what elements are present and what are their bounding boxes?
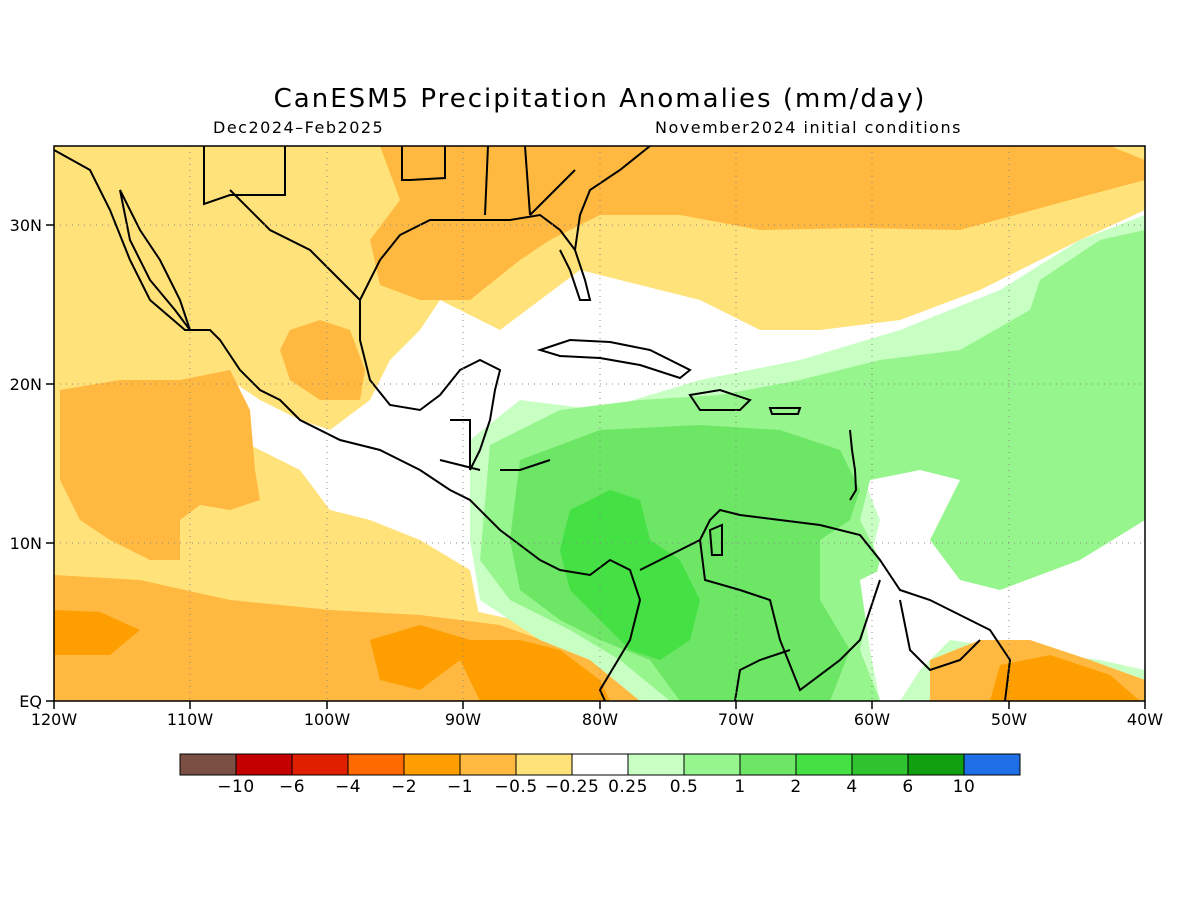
- dry-region-pacific: [60, 370, 260, 560]
- colorbar-swatch: [347, 753, 405, 776]
- colorbar-swatch: [739, 753, 797, 776]
- colorbar-swatch: [683, 753, 741, 776]
- colorbar-label: −1: [446, 777, 474, 797]
- colorbar-label: −0.5: [494, 777, 538, 797]
- colorbar-label: 0.25: [608, 777, 648, 797]
- colorbar-swatch: [627, 753, 685, 776]
- colorbar-swatch: [179, 753, 237, 776]
- colorbar-label: −10: [217, 777, 255, 797]
- lat-label: 10N: [9, 534, 42, 553]
- lon-label: 110W: [166, 710, 214, 729]
- forecast-period: Dec2024–Feb2025: [213, 118, 385, 137]
- colorbar-swatch: [515, 753, 573, 776]
- map-title: CanESM5 Precipitation Anomalies (mm/day): [273, 84, 927, 114]
- lat-label: 20N: [9, 375, 42, 394]
- colorbar-swatch: [403, 753, 461, 776]
- lon-label: 50W: [990, 710, 1028, 729]
- lon-label: 120W: [30, 710, 78, 729]
- colorbar-swatch: [963, 753, 1021, 776]
- lon-label: 70W: [717, 710, 755, 729]
- grid-lines: [54, 146, 1145, 701]
- colorbar-swatch: [795, 753, 853, 776]
- colorbar-label: 0.5: [669, 777, 699, 797]
- dry-core-atlantic-eq: [990, 655, 1140, 701]
- lon-label: 90W: [444, 710, 482, 729]
- colorbar-label: 2: [790, 777, 802, 797]
- colorbar-label: −6: [278, 777, 306, 797]
- dry-region-gulf: [280, 320, 365, 400]
- lon-label: 80W: [581, 710, 619, 729]
- wet-core: [560, 490, 700, 660]
- axis-ticks: [46, 224, 1146, 709]
- dry-region-north: [370, 146, 1145, 300]
- lat-label: 30N: [9, 216, 42, 235]
- lon-label: 40W: [1126, 710, 1164, 729]
- colorbar-label: 1: [734, 777, 746, 797]
- colorbar-swatch: [907, 753, 965, 776]
- colorbar-label: 4: [846, 777, 858, 797]
- colorbar-label: −2: [390, 777, 418, 797]
- colorbar-swatch: [459, 753, 517, 776]
- lon-label: 60W: [853, 710, 891, 729]
- neutral-gap-guianas: [860, 560, 950, 701]
- initial-conditions: November2024 initial conditions: [655, 118, 962, 137]
- colorbar-swatch: [851, 753, 909, 776]
- colorbar: [179, 753, 1021, 776]
- wet-region-atlantic-east: [1020, 230, 1145, 370]
- colorbar-label: −4: [334, 777, 362, 797]
- anomaly-field: [54, 146, 1145, 701]
- coastlines: [54, 146, 1012, 701]
- colorbar-label: 10: [952, 777, 976, 797]
- wet-region-strong: [510, 425, 860, 701]
- dry-region-light-west: [54, 146, 1145, 640]
- colorbar-swatch: [571, 753, 629, 776]
- dry-core-equator: [54, 610, 610, 701]
- colorbar-label: 6: [902, 777, 914, 797]
- lat-label: EQ: [19, 692, 42, 711]
- lon-label: 100W: [303, 710, 351, 729]
- colorbar-label: −0.25: [544, 777, 600, 797]
- colorbar-swatch: [235, 753, 293, 776]
- colorbar-swatch: [291, 753, 349, 776]
